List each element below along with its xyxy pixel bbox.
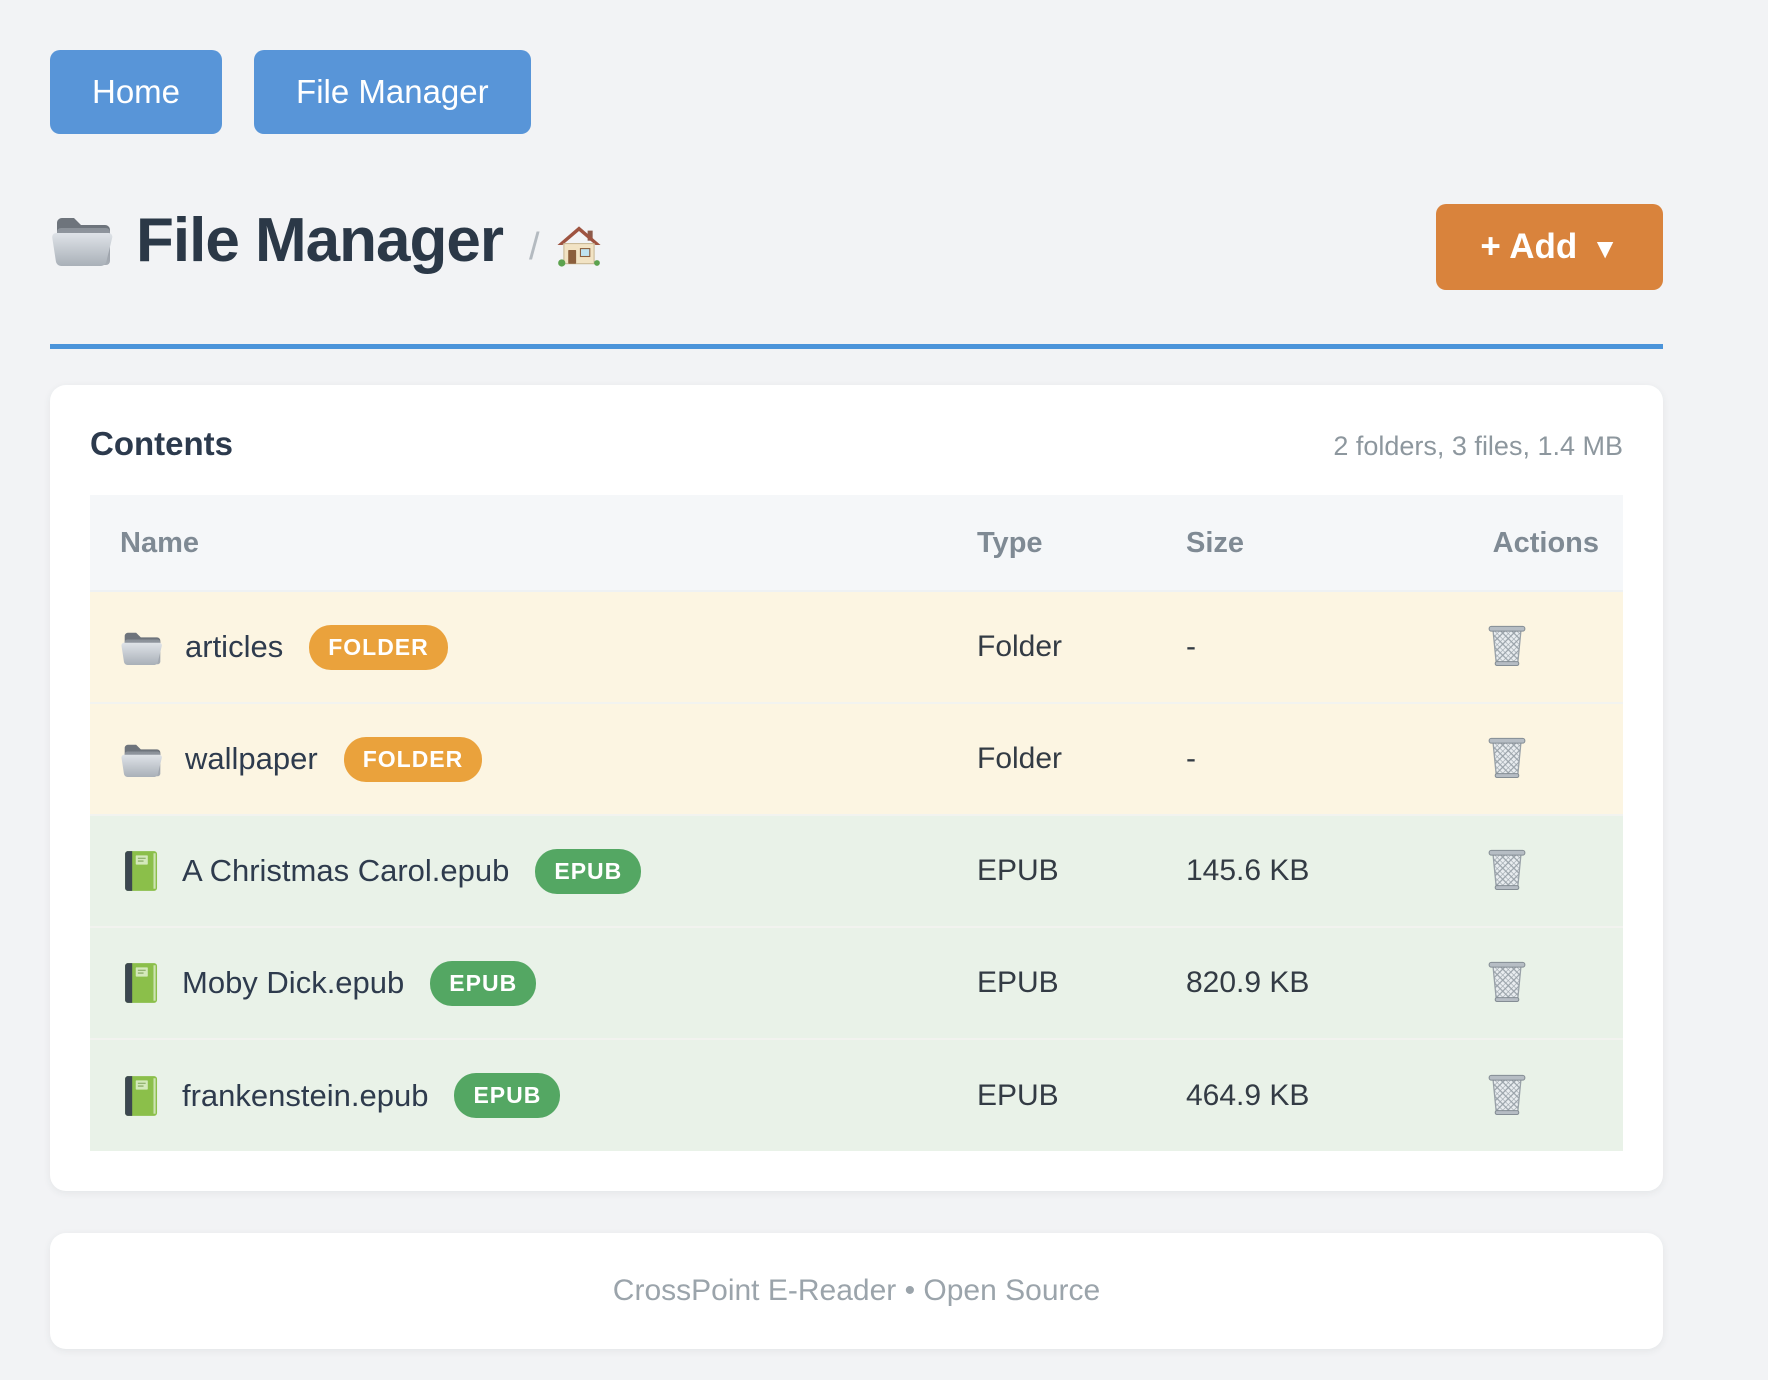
contents-summary: 2 folders, 3 files, 1.4 MB xyxy=(1333,431,1623,461)
file-name[interactable]: articles xyxy=(185,629,284,664)
name-cell: articles FOLDER xyxy=(90,591,965,703)
actions-cell xyxy=(1390,703,1623,815)
name-cell: A Christmas Carol.epub EPUB xyxy=(90,815,965,927)
page-header: File Manager / + Add ▼ xyxy=(50,190,1663,290)
column-header-actions: Actions xyxy=(1390,495,1623,591)
folder-icon xyxy=(120,740,163,779)
contents-heading: Contents xyxy=(90,425,233,462)
caret-down-icon: ▼ xyxy=(1591,233,1619,264)
name-cell: Moby Dick.epub EPUB xyxy=(90,927,965,1039)
file-name[interactable]: wallpaper xyxy=(185,741,318,776)
actions-cell xyxy=(1390,591,1623,703)
type-cell: EPUB xyxy=(977,854,1059,887)
header-rule xyxy=(50,344,1663,349)
name-cell: wallpaper FOLDER xyxy=(90,703,965,815)
files-table: Name Type Size Actions articles xyxy=(90,495,1623,1151)
folder-icon xyxy=(120,628,163,667)
delete-button[interactable] xyxy=(1482,1067,1532,1125)
contents-card: Contents 2 folders, 3 files, 1.4 MB Name… xyxy=(50,385,1663,1191)
column-header-type: Type xyxy=(965,495,1150,591)
type-badge: FOLDER xyxy=(309,624,448,670)
footer-card: CrossPoint E-Reader • Open Source xyxy=(50,1233,1663,1349)
house-icon[interactable] xyxy=(556,223,602,267)
trash-icon xyxy=(1486,734,1528,781)
table-header: Name Type Size Actions xyxy=(90,495,1623,591)
table-row[interactable]: frankenstein.epub EPUB EPUB 464.9 KB xyxy=(90,1039,1623,1151)
nav-home-button[interactable]: Home xyxy=(50,50,223,134)
breadcrumb-separator: / xyxy=(529,225,540,268)
type-cell: Folder xyxy=(977,742,1063,775)
green-book-icon xyxy=(120,849,160,893)
title-group: File Manager / xyxy=(50,205,1436,276)
table-row[interactable]: A Christmas Carol.epub EPUB EPUB 145.6 K… xyxy=(90,815,1623,927)
add-button[interactable]: + Add ▼ xyxy=(1436,204,1663,290)
contents-card-header: Contents 2 folders, 3 files, 1.4 MB xyxy=(90,425,1623,463)
type-cell: Folder xyxy=(977,630,1063,663)
actions-cell xyxy=(1390,1039,1623,1151)
trash-icon xyxy=(1486,958,1528,1005)
table-row[interactable]: wallpaper FOLDER Folder - xyxy=(90,703,1623,815)
file-name[interactable]: A Christmas Carol.epub xyxy=(182,853,510,888)
type-cell: EPUB xyxy=(977,966,1059,999)
trash-icon xyxy=(1486,1071,1528,1118)
table-row[interactable]: articles FOLDER Folder - xyxy=(90,591,1623,703)
type-badge: EPUB xyxy=(454,1073,561,1118)
trash-icon xyxy=(1486,846,1528,893)
trash-icon xyxy=(1486,622,1528,669)
actions-cell xyxy=(1390,815,1623,927)
column-header-size: Size xyxy=(1150,495,1390,591)
green-book-icon xyxy=(120,961,160,1005)
size-cell: - xyxy=(1186,630,1196,663)
size-cell: 145.6 KB xyxy=(1186,854,1310,887)
type-badge: EPUB xyxy=(430,960,537,1006)
top-nav: Home File Manager xyxy=(50,0,1663,134)
delete-button[interactable] xyxy=(1482,954,1532,1012)
delete-button[interactable] xyxy=(1482,730,1532,788)
file-name[interactable]: Moby Dick.epub xyxy=(182,965,405,1000)
table-body: articles FOLDER Folder - xyxy=(90,591,1623,1151)
type-cell: EPUB xyxy=(977,1078,1059,1112)
delete-button[interactable] xyxy=(1482,842,1532,900)
name-cell: frankenstein.epub EPUB xyxy=(90,1039,965,1151)
size-cell: - xyxy=(1186,742,1196,775)
size-cell: 464.9 KB xyxy=(1186,1078,1310,1112)
column-header-name: Name xyxy=(90,495,965,591)
type-badge: EPUB xyxy=(535,848,642,894)
table-row[interactable]: Moby Dick.epub EPUB EPUB 820.9 KB xyxy=(90,927,1623,1039)
page: Home File Manager File Manager / xyxy=(50,0,1663,1349)
folder-icon xyxy=(50,211,114,269)
size-cell: 820.9 KB xyxy=(1186,966,1310,999)
actions-cell xyxy=(1390,927,1623,1039)
delete-button[interactable] xyxy=(1482,618,1532,676)
green-book-icon xyxy=(120,1074,160,1118)
page-title: File Manager xyxy=(136,205,504,275)
type-badge: FOLDER xyxy=(343,736,483,782)
file-name[interactable]: frankenstein.epub xyxy=(182,1077,429,1113)
nav-file-manager-button[interactable]: File Manager xyxy=(254,50,531,134)
footer-text: CrossPoint E-Reader • Open Source xyxy=(612,1274,1101,1307)
